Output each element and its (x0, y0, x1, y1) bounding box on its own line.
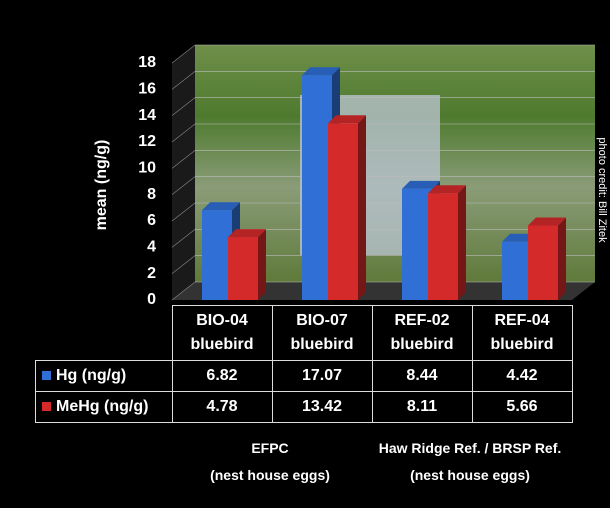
y-tick-label: 14 (138, 107, 156, 124)
table-value: 8.44 (371, 360, 473, 392)
left-wall (172, 45, 195, 300)
table-header-row: BIO-04 bluebird BIO-07 bluebird REF-02 blu… (36, 305, 573, 361)
table-value: 17.07 (271, 360, 373, 392)
bar (202, 210, 232, 300)
annotation: Haw Ridge Ref. / BRSP Ref. (378, 440, 562, 456)
x-tick-label: BIO-07 bluebird (271, 305, 373, 361)
grid-line-side (171, 229, 196, 248)
table-row: MeHg (ng/g) 4.78 13.42 8.11 5.66 (35, 391, 573, 423)
table-value: 13.42 (271, 391, 373, 423)
y-tick-label: 8 (147, 186, 156, 203)
bar-top (228, 229, 266, 238)
table-value: 4.78 (171, 391, 273, 423)
bar (328, 123, 358, 300)
photo-credit: photo credit: Bill Zitek (596, 137, 608, 243)
bar-top (202, 202, 240, 211)
bar-side (258, 229, 266, 300)
legend-swatch (42, 371, 51, 380)
y-tick-label: 16 (138, 81, 156, 98)
bar-side (558, 217, 566, 300)
bar (228, 237, 258, 300)
grid-line-side (171, 150, 196, 169)
y-tick-label: 4 (147, 239, 156, 256)
bar (502, 241, 532, 300)
table-value: 4.42 (471, 360, 573, 392)
table-value: 6.82 (171, 360, 273, 392)
bar-top (528, 217, 566, 226)
x-tick-label: BIO-04 bluebird (171, 305, 273, 361)
table-value: 8.11 (371, 391, 473, 423)
y-axis-label: mean (ng/g) (93, 140, 110, 231)
bar-side (358, 115, 366, 300)
grid-line-side (171, 255, 196, 274)
annotation: (nest house eggs) (410, 467, 530, 483)
bar-top (428, 185, 466, 194)
annotation: (nest house eggs) (210, 467, 330, 483)
data-table: BIO-04 bluebird BIO-07 bluebird REF-02 blu… (35, 305, 573, 423)
bar (528, 225, 558, 300)
bar-top (402, 180, 440, 189)
x-tick-label: REF-02 bluebird (371, 305, 473, 361)
y-tick-label: 12 (138, 133, 156, 150)
bar-top (302, 67, 340, 76)
grid-line-side (171, 71, 196, 90)
y-tick-label: 6 (147, 212, 156, 229)
table-value: 5.66 (471, 391, 573, 423)
bar-top (328, 115, 366, 124)
legend-entry: MeHg (ng/g) (35, 391, 173, 423)
grid-line-side (171, 202, 196, 222)
grid-line-side (171, 97, 196, 116)
y-tick-label: 0 (147, 291, 156, 308)
floor (172, 282, 595, 300)
y-tick-label: 10 (138, 160, 156, 177)
y-tick-label: 18 (138, 54, 156, 71)
grid-line-side (171, 44, 196, 64)
legend-entry: Hg (ng/g) (35, 360, 173, 392)
grid-line-side (171, 176, 196, 195)
annotation: EFPC (251, 440, 289, 456)
bar-side (458, 185, 466, 300)
legend-label: Hg (ng/g) (56, 367, 127, 384)
legend-swatch (42, 402, 51, 411)
y-tick-label: 2 (147, 265, 156, 282)
legend-label: MeHg (ng/g) (56, 398, 149, 415)
table-row: Hg (ng/g) 6.82 17.07 8.44 4.42 (35, 360, 573, 392)
bar (428, 193, 458, 300)
x-tick-label: REF-04 bluebird (471, 305, 573, 361)
bar (402, 188, 432, 300)
bar (302, 75, 332, 301)
grid-line-side (171, 123, 196, 143)
grid-line-side (171, 281, 196, 301)
table-corner (36, 306, 173, 361)
